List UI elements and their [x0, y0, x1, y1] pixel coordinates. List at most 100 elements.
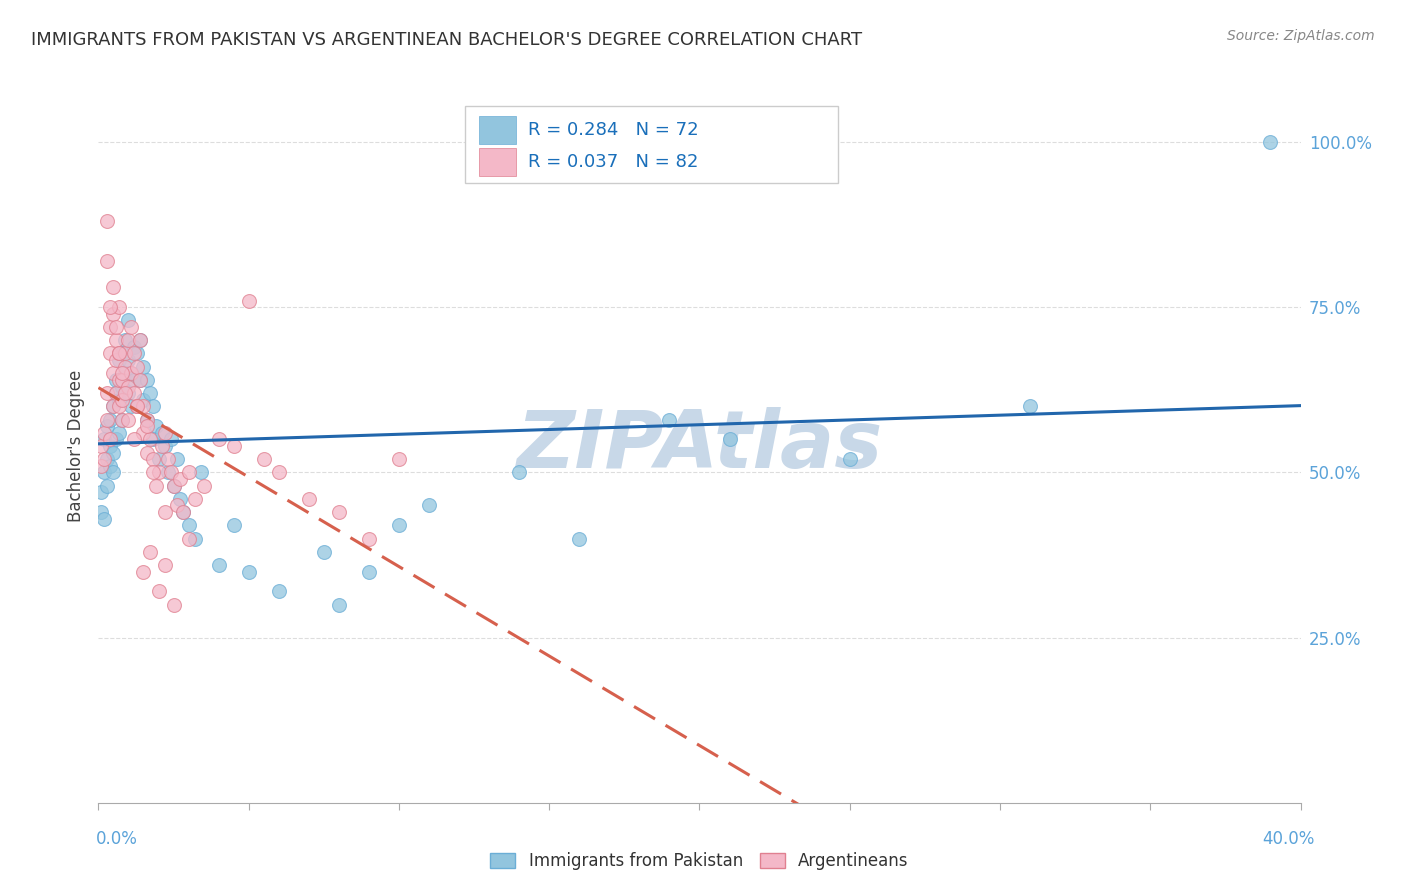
Point: [328, 598, 350, 612]
Point: [222, 518, 245, 533]
Point: [162, 598, 184, 612]
Point: [111, 379, 134, 393]
Point: [117, 313, 139, 327]
Point: [111, 346, 134, 360]
Point: [208, 433, 231, 447]
Bar: [479, 148, 516, 177]
Point: [117, 412, 139, 426]
Point: [388, 452, 411, 467]
Point: [166, 499, 188, 513]
Point: [96, 452, 118, 467]
Point: [150, 425, 173, 440]
Point: [117, 333, 139, 347]
Point: [162, 478, 184, 492]
Point: [96, 419, 118, 434]
Point: [96, 386, 118, 401]
FancyBboxPatch shape: [465, 106, 838, 184]
Point: [166, 452, 188, 467]
Point: [121, 367, 143, 381]
Point: [100, 439, 122, 453]
Point: [111, 367, 134, 381]
Point: [105, 353, 128, 368]
Point: [148, 584, 170, 599]
Point: [90, 485, 112, 500]
Point: [159, 433, 181, 447]
Point: [100, 320, 122, 334]
Point: [100, 300, 122, 314]
Point: [108, 346, 131, 360]
Text: 0.0%: 0.0%: [96, 830, 138, 847]
Legend: Immigrants from Pakistan, Argentineans: Immigrants from Pakistan, Argentineans: [484, 846, 915, 877]
Point: [108, 373, 131, 387]
Point: [508, 466, 530, 480]
Point: [238, 565, 260, 579]
Point: [153, 425, 176, 440]
Point: [172, 505, 194, 519]
Point: [105, 386, 128, 401]
Point: [124, 373, 146, 387]
Point: [1260, 135, 1282, 149]
Point: [135, 412, 157, 426]
Point: [141, 400, 163, 414]
Point: [169, 472, 191, 486]
Text: ZIPAtlas: ZIPAtlas: [516, 407, 883, 485]
Point: [93, 452, 115, 467]
Point: [132, 400, 155, 414]
Point: [145, 419, 167, 434]
Point: [135, 373, 157, 387]
Point: [238, 293, 260, 308]
Point: [114, 359, 136, 374]
Point: [121, 367, 143, 381]
Point: [141, 433, 163, 447]
Point: [129, 373, 152, 387]
Point: [148, 452, 170, 467]
Point: [357, 565, 380, 579]
Point: [156, 452, 179, 467]
Point: [162, 478, 184, 492]
Point: [100, 412, 122, 426]
Point: [193, 478, 215, 492]
Point: [127, 400, 149, 414]
Point: [135, 412, 157, 426]
Point: [105, 333, 128, 347]
Point: [124, 340, 146, 354]
Point: [108, 425, 131, 440]
Point: [93, 425, 115, 440]
Point: [90, 505, 112, 519]
Point: [222, 439, 245, 453]
Point: [135, 445, 157, 459]
Point: [100, 433, 122, 447]
Point: [121, 400, 143, 414]
Text: R = 0.037   N = 82: R = 0.037 N = 82: [527, 153, 697, 171]
Text: 40.0%: 40.0%: [1263, 830, 1315, 847]
Point: [177, 532, 200, 546]
Y-axis label: Bachelor's Degree: Bachelor's Degree: [66, 370, 84, 522]
Point: [129, 373, 152, 387]
Point: [103, 400, 125, 414]
Point: [114, 367, 136, 381]
Point: [103, 280, 125, 294]
Point: [124, 386, 146, 401]
Point: [124, 433, 146, 447]
Point: [105, 373, 128, 387]
Point: [253, 452, 276, 467]
Point: [103, 367, 125, 381]
Point: [114, 333, 136, 347]
Point: [100, 346, 122, 360]
Point: [121, 320, 143, 334]
Point: [418, 499, 440, 513]
Point: [388, 518, 411, 533]
Point: [103, 400, 125, 414]
Point: [138, 545, 160, 559]
Point: [357, 532, 380, 546]
Point: [148, 466, 170, 480]
Point: [132, 425, 155, 440]
Text: R = 0.284   N = 72: R = 0.284 N = 72: [527, 121, 699, 139]
Point: [117, 379, 139, 393]
Point: [111, 412, 134, 426]
Point: [114, 346, 136, 360]
Point: [105, 320, 128, 334]
Point: [127, 359, 149, 374]
Point: [267, 584, 290, 599]
Point: [153, 505, 176, 519]
